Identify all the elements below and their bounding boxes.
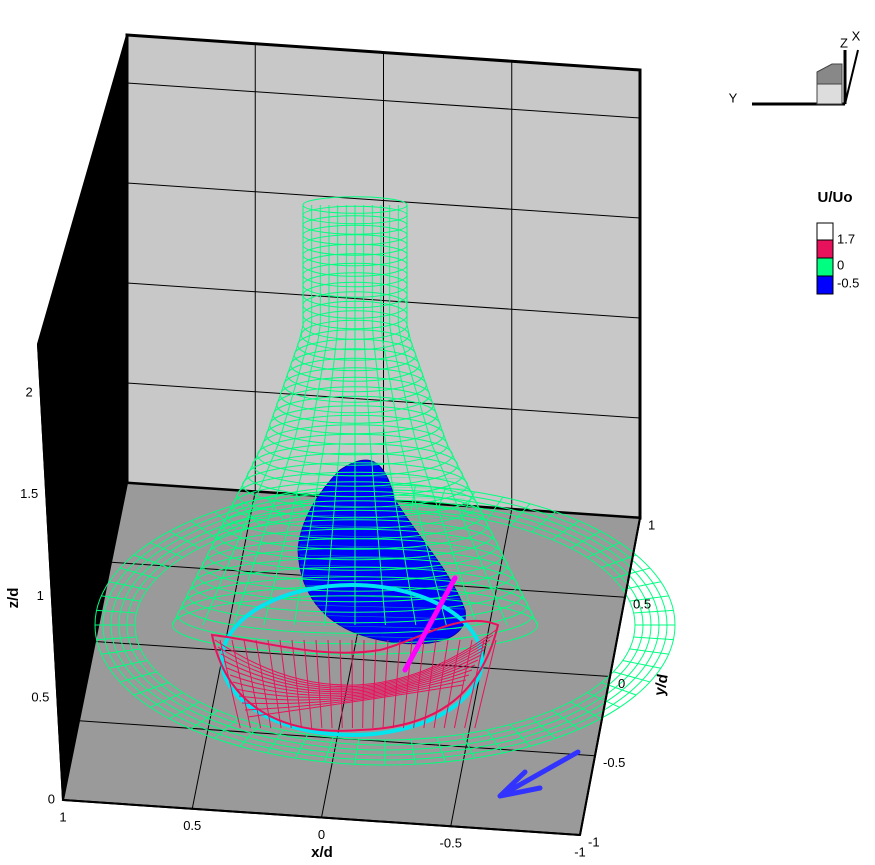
x-tick-label: -0.5 <box>440 836 462 851</box>
triad-cube <box>817 64 842 84</box>
triad-label: Z <box>840 35 848 50</box>
legend-label: 1.7 <box>837 231 855 246</box>
legend-swatch <box>817 258 833 276</box>
triad-label: Y <box>729 90 738 105</box>
legend-label: 0 <box>837 257 844 272</box>
legend-swatch <box>817 223 833 240</box>
y-tick-label: 0.5 <box>633 597 651 612</box>
x-axis-label: x/d <box>311 844 333 861</box>
x-tick-label: -1 <box>574 844 586 859</box>
x-tick-label: 1 <box>59 809 66 824</box>
triad-label: X <box>852 28 861 43</box>
z-tick-label: 1.5 <box>20 486 38 501</box>
legend-swatch <box>817 276 833 294</box>
x-tick-label: 0.5 <box>183 818 201 833</box>
z-axis-label: z/d <box>5 588 22 609</box>
y-tick-label: -0.5 <box>603 755 625 770</box>
legend-title: U/Uo <box>818 189 853 206</box>
y-axis-label: y/d <box>651 673 672 697</box>
orientation-triad: Z X Y <box>729 28 861 105</box>
y-tick-label: 1 <box>648 517 655 532</box>
z-tick-label: 1 <box>37 588 44 603</box>
y-tick-label: -1 <box>588 834 600 849</box>
figure: x/d y/d z/d Z X Y U/Uo 1.7 0 -0.5 1 0.5 0 -0.… <box>0 0 875 865</box>
z-tick-label: 0 <box>48 791 55 806</box>
legend-swatch <box>817 240 833 258</box>
page: x/d y/d z/d Z X Y U/Uo 1.7 0 -0.5 1 0.5 0 -0.… <box>0 0 875 865</box>
y-tick-label: 0 <box>618 676 625 691</box>
triad-axis <box>845 50 858 104</box>
triad-cube <box>817 84 842 104</box>
legend: U/Uo 1.7 0 -0.5 <box>817 189 859 294</box>
ring-surface <box>634 637 674 640</box>
x-tick-label: 0 <box>318 827 325 842</box>
z-tick-label: 0.5 <box>31 690 49 705</box>
z-tick-label: 2 <box>25 384 32 399</box>
legend-label: -0.5 <box>837 275 859 290</box>
